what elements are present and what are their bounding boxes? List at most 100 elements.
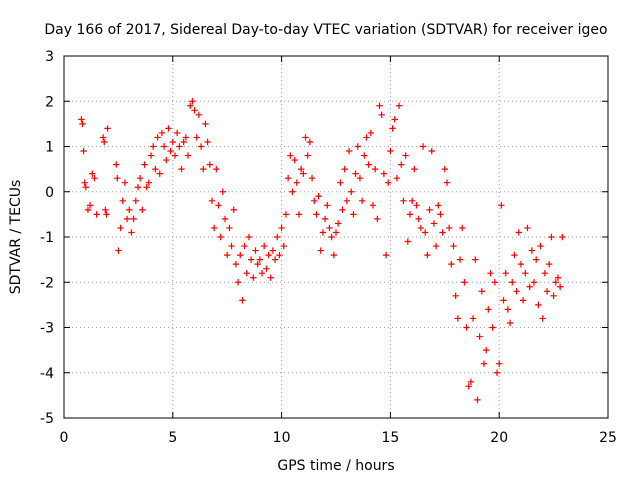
data-point: [287, 152, 294, 159]
data-point: [315, 193, 322, 200]
x-axis-label: GPS time / hours: [277, 458, 394, 474]
data-point: [204, 138, 211, 146]
data-point: [226, 224, 233, 232]
data-point: [260, 242, 268, 250]
data-point: [147, 152, 155, 159]
data-point: [478, 288, 485, 295]
data-point: [269, 247, 277, 254]
data-point: [243, 270, 250, 277]
data-point: [498, 202, 505, 209]
x-tick-label: 25: [599, 430, 617, 446]
data-point: [474, 396, 481, 404]
data-point: [89, 170, 96, 177]
y-tick-label: -3: [40, 321, 54, 337]
data-point: [363, 134, 370, 141]
data-point: [117, 224, 124, 232]
data-point: [341, 165, 348, 173]
y-tick-label: -5: [40, 411, 54, 427]
data-point: [430, 220, 438, 227]
data-point: [380, 170, 388, 177]
data-point: [297, 165, 305, 173]
data-point: [406, 211, 414, 218]
data-point: [276, 251, 283, 259]
data-point: [271, 256, 279, 263]
data-point: [537, 242, 544, 250]
data-point: [78, 116, 85, 123]
data-point: [184, 152, 192, 159]
data-point: [114, 174, 121, 182]
data-point: [311, 197, 318, 204]
data-point: [247, 256, 255, 263]
data-point: [158, 129, 166, 137]
y-tick-label: -1: [40, 230, 54, 246]
data-point: [504, 306, 512, 313]
data-point: [321, 215, 329, 223]
data-point: [145, 179, 153, 186]
data-point: [526, 283, 533, 290]
data-point: [548, 233, 555, 241]
y-tick-label: 3: [45, 49, 54, 65]
data-point: [482, 346, 490, 354]
data-point: [182, 134, 190, 141]
data-point: [358, 197, 366, 204]
data-point: [189, 98, 196, 105]
data-point: [119, 197, 126, 204]
data-point: [141, 161, 148, 168]
data-point: [428, 147, 435, 155]
data-point: [200, 165, 207, 173]
data-point: [104, 125, 111, 132]
data-point: [552, 279, 559, 286]
data-point: [530, 279, 538, 286]
data-point: [101, 138, 108, 146]
data-point: [80, 147, 87, 155]
data-point: [128, 229, 135, 236]
data-point: [217, 233, 224, 241]
data-point: [500, 297, 507, 304]
data-point: [280, 242, 287, 250]
data-point: [532, 256, 540, 263]
data-point: [295, 211, 303, 218]
data-point: [113, 161, 120, 168]
data-point: [180, 138, 187, 146]
data-point: [169, 138, 176, 146]
data-point: [195, 111, 203, 119]
data-point: [509, 279, 516, 286]
data-point: [432, 242, 440, 250]
data-point: [187, 102, 194, 109]
data-point: [256, 256, 264, 263]
data-point: [319, 229, 327, 236]
data-point: [339, 206, 346, 214]
data-point: [230, 206, 237, 214]
data-point: [313, 211, 320, 218]
data-point: [539, 315, 546, 322]
data-point: [496, 360, 503, 367]
data-point: [385, 179, 392, 186]
data-point: [284, 174, 292, 182]
data-point: [352, 170, 359, 177]
data-point: [176, 143, 183, 150]
data-point: [443, 179, 451, 186]
data-point: [302, 134, 309, 141]
data-point: [139, 206, 146, 214]
data-point: [213, 165, 220, 173]
data-point: [426, 206, 433, 214]
data-points: [78, 98, 566, 404]
y-tick-labels: -5 -4 -3 -2 -1 0 1 2 3: [40, 49, 54, 427]
data-point: [289, 188, 296, 195]
data-point: [356, 174, 364, 182]
data-point: [365, 161, 372, 168]
data-point: [254, 260, 261, 268]
data-point: [485, 306, 492, 313]
data-point: [282, 211, 290, 218]
data-point: [511, 251, 518, 259]
data-point: [86, 202, 94, 209]
data-point: [519, 297, 527, 304]
data-point: [424, 251, 431, 259]
data-point: [522, 270, 529, 277]
data-point: [252, 247, 259, 254]
data-point: [241, 242, 248, 250]
data-point: [467, 378, 475, 385]
data-point: [152, 165, 159, 173]
data-point: [163, 156, 170, 164]
data-point: [332, 229, 340, 236]
